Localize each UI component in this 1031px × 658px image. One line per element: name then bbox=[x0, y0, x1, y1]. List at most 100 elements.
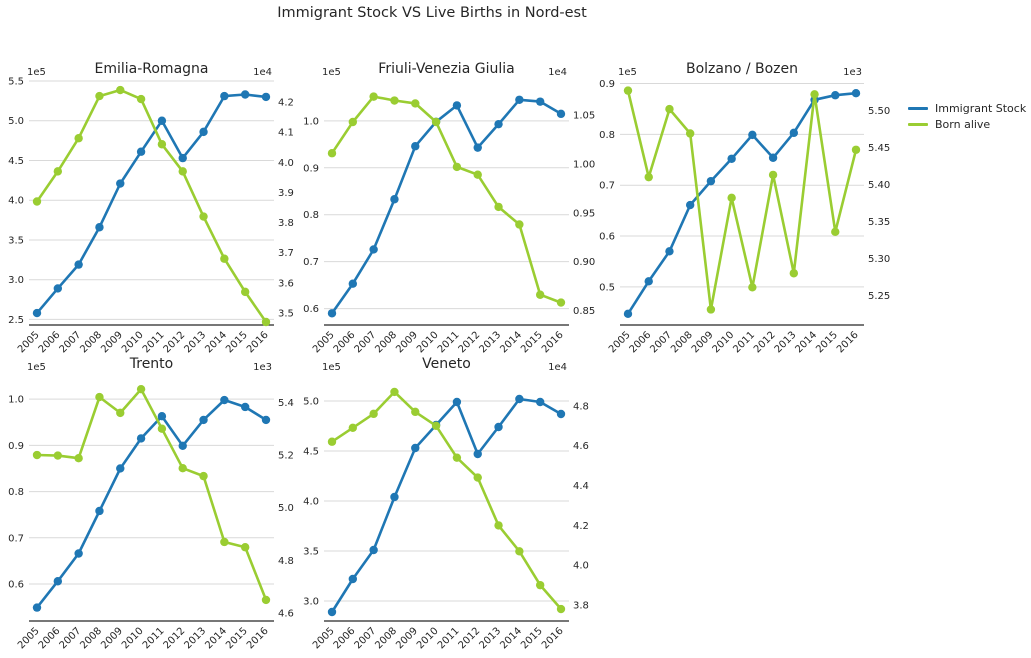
point-immigrant-stock bbox=[348, 279, 358, 288]
x-tick-label: 2010 bbox=[415, 626, 441, 652]
right-tick-label: 0.90 bbox=[573, 257, 595, 268]
subplot-title: Bolzano / Bozen bbox=[686, 61, 798, 77]
point-born-alive bbox=[535, 580, 545, 590]
right-tick-label: 5.35 bbox=[868, 217, 890, 228]
left-tick-label: 0.7 bbox=[599, 181, 615, 192]
point-born-alive bbox=[390, 387, 399, 397]
x-tick-label: 2007 bbox=[58, 626, 84, 652]
point-immigrant-stock bbox=[727, 154, 736, 163]
point-born-alive bbox=[390, 96, 399, 105]
x-tick-label: 2005 bbox=[16, 626, 42, 652]
x-tick-label: 2011 bbox=[436, 626, 462, 652]
left-axis-multiplier: 1e5 bbox=[322, 362, 341, 373]
series-line-immigrant-stock bbox=[330, 98, 562, 315]
point-born-alive bbox=[220, 254, 229, 263]
point-born-alive bbox=[53, 167, 63, 176]
right-axis-multiplier: 1e4 bbox=[548, 67, 567, 78]
point-born-alive bbox=[95, 392, 104, 402]
right-tick-label: 3.6 bbox=[278, 278, 294, 289]
point-immigrant-stock bbox=[220, 91, 229, 101]
right-tick-label: 4.2 bbox=[278, 98, 294, 109]
x-tick-label: 2012 bbox=[752, 330, 778, 356]
point-immigrant-stock bbox=[473, 449, 482, 459]
x-tick-label: 2007 bbox=[58, 330, 84, 356]
right-tick-label: 3.8 bbox=[573, 601, 589, 612]
point-born-alive bbox=[240, 287, 250, 297]
point-immigrant-stock bbox=[556, 109, 566, 119]
point-immigrant-stock bbox=[95, 506, 104, 516]
point-immigrant-stock bbox=[95, 223, 104, 232]
point-born-alive bbox=[706, 305, 716, 314]
point-immigrant-stock bbox=[390, 492, 399, 502]
x-tick-label: 2009 bbox=[99, 626, 125, 652]
x-tick-label: 2007 bbox=[648, 330, 674, 356]
right-tick-label: 4.0 bbox=[278, 158, 294, 169]
x-tick-label: 2006 bbox=[332, 626, 358, 652]
x-tick-label: 2005 bbox=[16, 330, 42, 356]
subplot-5: 3.0 3.5 4.0 4.5 5.0 3.8 4.0 4.2 4.4 4.6 4.8 1e5 1e4 V… bbox=[303, 356, 589, 651]
x-tick-label: 2012 bbox=[162, 330, 188, 356]
x-tick-label: 2010 bbox=[120, 330, 146, 356]
legend-label-births: Born alive bbox=[935, 117, 991, 131]
left-tick-label: 3.5 bbox=[303, 547, 319, 558]
point-immigrant-stock bbox=[32, 308, 42, 318]
series-line-born-alive bbox=[330, 95, 562, 304]
x-tick-label: 2014 bbox=[498, 330, 524, 356]
point-born-alive bbox=[116, 408, 125, 418]
right-tick-label: 4.8 bbox=[278, 556, 294, 567]
left-tick-label: 0.5 bbox=[599, 282, 615, 293]
point-born-alive bbox=[74, 453, 83, 463]
point-immigrant-stock bbox=[535, 97, 545, 106]
point-born-alive bbox=[556, 298, 566, 307]
x-tick-label: 2015 bbox=[519, 626, 545, 652]
point-born-alive bbox=[178, 167, 187, 176]
left-tick-label: 0.9 bbox=[599, 79, 615, 90]
point-born-alive bbox=[411, 99, 420, 108]
left-tick-label: 0.6 bbox=[8, 580, 24, 591]
x-tick-label: 2014 bbox=[793, 330, 819, 356]
x-tick-label: 2008 bbox=[373, 330, 399, 356]
point-born-alive bbox=[665, 104, 674, 114]
point-immigrant-stock bbox=[369, 245, 378, 254]
left-tick-label: 0.7 bbox=[8, 533, 24, 544]
x-tick-label: 2009 bbox=[394, 626, 420, 652]
figure-title: Immigrant Stock VS Live Births in Nord-e… bbox=[277, 5, 587, 21]
left-tick-label: 5.0 bbox=[8, 116, 24, 127]
point-born-alive bbox=[452, 162, 462, 172]
subplot-title: Friuli-Venezia Giulia bbox=[378, 61, 514, 77]
point-born-alive bbox=[348, 117, 358, 127]
left-tick-label: 0.6 bbox=[599, 232, 615, 243]
left-tick-label: 3.0 bbox=[8, 275, 24, 286]
x-tick-label: 2014 bbox=[203, 626, 229, 652]
x-tick-label: 2007 bbox=[353, 626, 379, 652]
left-tick-label: 0.8 bbox=[303, 210, 319, 221]
subplot-1: 2.5 3.0 3.5 4.0 4.5 5.0 5.5 3.5 3.6 3.7 3.8 3.9 4.0 4… bbox=[8, 61, 294, 355]
left-axis-multiplier: 1e5 bbox=[27, 67, 46, 78]
x-tick-label: 2007 bbox=[353, 330, 379, 356]
series-line-born-alive bbox=[36, 387, 268, 601]
point-born-alive bbox=[644, 172, 653, 182]
point-immigrant-stock bbox=[53, 284, 63, 293]
point-immigrant-stock bbox=[53, 577, 63, 586]
point-immigrant-stock bbox=[199, 127, 208, 137]
right-axis-multiplier: 1e3 bbox=[253, 362, 272, 373]
point-born-alive bbox=[411, 407, 420, 417]
point-immigrant-stock bbox=[473, 143, 482, 152]
point-immigrant-stock bbox=[116, 179, 125, 188]
point-born-alive bbox=[494, 521, 503, 530]
left-tick-label: 4.5 bbox=[303, 447, 319, 458]
right-tick-label: 3.7 bbox=[278, 248, 294, 259]
point-immigrant-stock bbox=[494, 422, 503, 432]
point-born-alive bbox=[535, 290, 545, 299]
left-tick-label: 1.0 bbox=[8, 395, 24, 406]
legend-item-births: Born alive bbox=[908, 116, 1026, 132]
x-tick-label: 2006 bbox=[37, 626, 63, 652]
x-tick-label: 2005 bbox=[311, 626, 337, 652]
right-tick-label: 5.50 bbox=[868, 106, 890, 117]
point-born-alive bbox=[327, 437, 337, 446]
x-tick-label: 2011 bbox=[436, 330, 462, 356]
point-born-alive bbox=[789, 269, 799, 278]
point-immigrant-stock bbox=[157, 116, 167, 125]
right-tick-label: 5.40 bbox=[868, 180, 890, 191]
